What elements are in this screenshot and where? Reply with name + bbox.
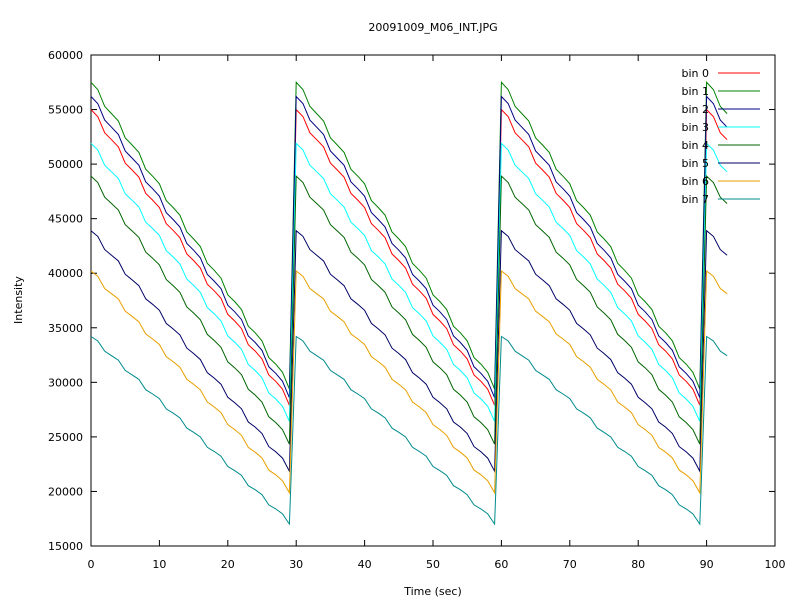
x-tick-label: 90 [700, 558, 714, 571]
legend-label: bin 3 [681, 121, 709, 134]
y-tick-label: 50000 [48, 158, 83, 171]
x-tick-label: 80 [631, 558, 645, 571]
legend-label: bin 2 [681, 103, 709, 116]
series-line-bin-1 [90, 81, 728, 390]
x-tick-label: 50 [426, 558, 440, 571]
x-tick-label: 20 [221, 558, 235, 571]
plot-frame [90, 54, 776, 547]
y-tick-label: 35000 [48, 322, 83, 335]
legend-label: bin 6 [681, 175, 709, 188]
series-line-bin-5 [90, 229, 728, 474]
series-line-bin-6 [90, 270, 728, 495]
x-tick-label: 30 [289, 558, 303, 571]
x-tick-label: 0 [88, 558, 95, 571]
chart-title: 20091009_M06_INT.JPG [368, 21, 497, 34]
y-tick-label: 55000 [48, 104, 83, 117]
y-tick-label: 25000 [48, 431, 83, 444]
plot-area: 0 10 20 30 40 50 60 70 80 90 100 15000 20000 25000 300… [48, 49, 786, 571]
series-line-bin-4 [90, 174, 728, 445]
y-tick-label: 15000 [48, 540, 83, 553]
x-tick-label: 60 [494, 558, 508, 571]
x-tick-label: 100 [765, 558, 786, 571]
series-line-bin-3 [90, 142, 728, 422]
legend-label: bin 1 [681, 85, 709, 98]
y-tick-label: 40000 [48, 267, 83, 280]
x-tick-label: 40 [358, 558, 372, 571]
legend-label: bin 7 [681, 193, 709, 206]
y-axis-label: Intensity [12, 276, 25, 324]
series-line-bin-7 [90, 335, 728, 526]
x-tick-label: 10 [152, 558, 166, 571]
series-line-bin-0 [90, 108, 728, 406]
y-tick-label: 20000 [48, 485, 83, 498]
x-axis-label: Time (sec) [403, 585, 462, 598]
y-tick-label: 30000 [48, 376, 83, 389]
x-tick-label: 70 [563, 558, 577, 571]
legend-label: bin 5 [681, 157, 709, 170]
legend: bin 0 bin 1 bin 2 bin 3 bin 4 bin 5 bin 6 bin 7 [681, 67, 760, 206]
legend-label: bin 0 [681, 67, 709, 80]
y-tick-label: 60000 [48, 49, 83, 62]
y-tick-label: 45000 [48, 213, 83, 226]
series-line-bin-2 [90, 95, 728, 398]
legend-label: bin 4 [681, 139, 709, 152]
